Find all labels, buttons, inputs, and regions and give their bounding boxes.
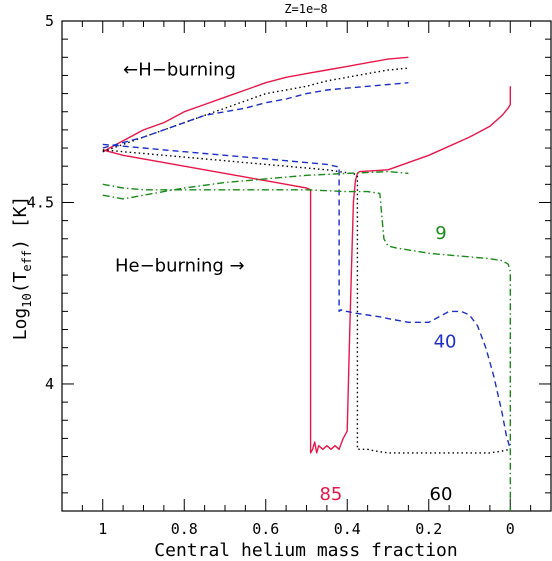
y-axis-label-paren: (T: [10, 271, 31, 293]
y-axis-label-main: Log: [10, 308, 31, 341]
y-axis: 44.55: [27, 12, 551, 512]
y-axis-label-tail: ) [K]: [10, 196, 31, 250]
series-line-85: [102, 56, 511, 454]
y-tick-label: 4.5: [27, 193, 54, 211]
annotation-he-burning: He−burning →: [115, 255, 245, 276]
annotation-layer: ←H−burning He−burning →: [115, 59, 245, 276]
series-line-9: [102, 170, 511, 511]
y-axis-label-sub: 10: [20, 293, 34, 307]
x-tick-label: 0.4: [334, 520, 361, 538]
chart-title: Z=1e−8: [284, 2, 327, 16]
y-axis-label: Log10(Teff) [K]: [10, 196, 34, 341]
annotation-h-burning: ←H−burning: [123, 59, 236, 80]
y-tick-label: 5: [45, 12, 54, 30]
series-line-40: [102, 82, 511, 450]
x-tick-label: 0.8: [171, 520, 198, 538]
x-tick-label: 0: [506, 520, 515, 538]
series-layer: 85 60 40 9: [102, 56, 511, 511]
series-label-9: 9: [435, 223, 446, 244]
y-axis-label-eff: eff: [20, 250, 34, 272]
x-axis-label: Central helium mass fraction: [154, 540, 457, 561]
y-tick-label: 4: [45, 375, 54, 393]
x-axis: 1 0.8 0.6 0.4 0.2 0: [81, 21, 532, 538]
series-label-40: 40: [434, 332, 457, 353]
series-label-60: 60: [430, 484, 453, 505]
x-tick-label: 0.2: [415, 520, 442, 538]
x-tick-label: 0.6: [252, 520, 279, 538]
x-tick-label: 1: [98, 520, 107, 538]
series-label-85: 85: [319, 484, 342, 505]
